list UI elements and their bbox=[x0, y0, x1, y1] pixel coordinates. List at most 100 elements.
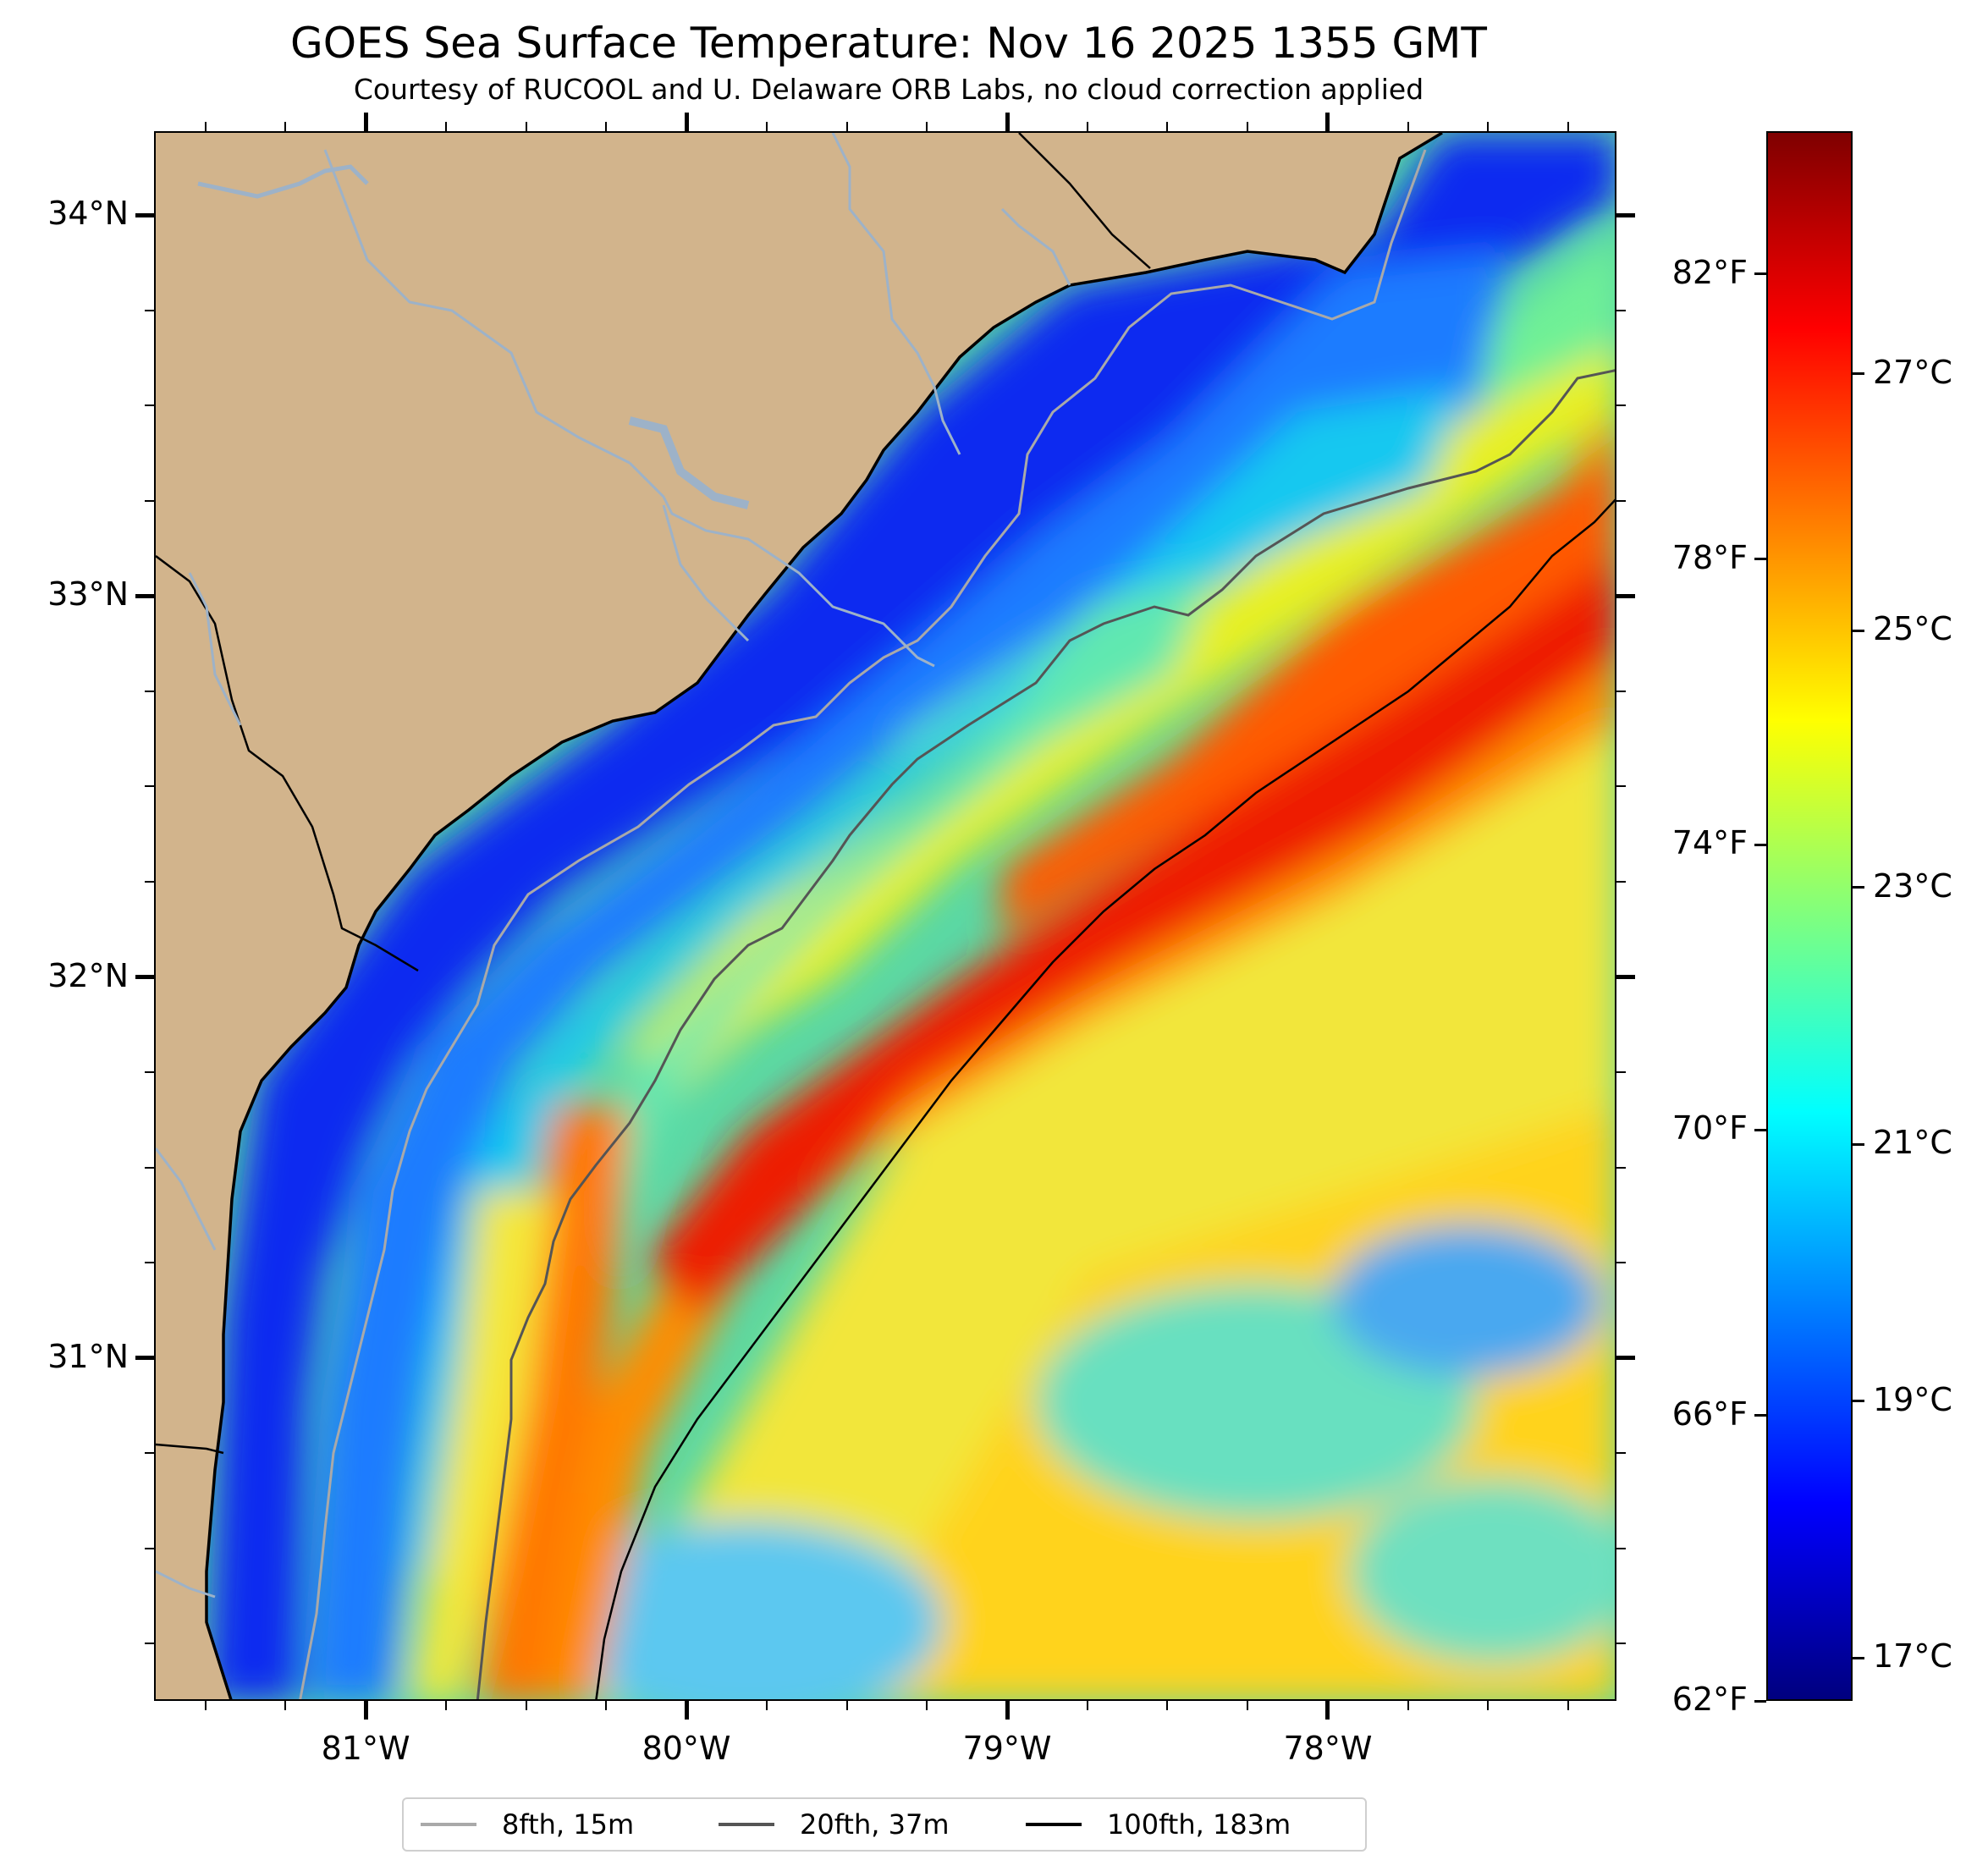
lon-minor-tick bbox=[444, 122, 447, 131]
lat-minor-tick bbox=[1616, 1452, 1626, 1455]
lon-minor-tick bbox=[765, 122, 768, 131]
lon-minor-tick bbox=[525, 1701, 527, 1710]
lat-minor-tick bbox=[145, 880, 154, 883]
lat-minor-tick bbox=[1616, 1166, 1626, 1169]
river bbox=[628, 461, 935, 668]
lat-minor-tick bbox=[145, 499, 154, 502]
chart-subtitle: Courtesy of RUCOOL and U. Delaware ORB L… bbox=[353, 73, 1424, 106]
lat-label: 32°N bbox=[47, 956, 129, 994]
legend-item-8fth: 8fth, 15m bbox=[421, 1799, 634, 1850]
lon-minor-tick bbox=[926, 1701, 928, 1710]
lon-major-tick bbox=[1005, 113, 1010, 131]
lat-minor-tick bbox=[1616, 1262, 1626, 1264]
river bbox=[323, 149, 631, 465]
isobath-legend: 8fth, 15m 20fth, 37m 100fth, 183m bbox=[402, 1797, 1367, 1852]
legend-swatch-100fth bbox=[1026, 1823, 1082, 1826]
lat-minor-tick bbox=[145, 1547, 154, 1549]
colorbar-c-tick bbox=[1853, 629, 1864, 632]
lat-major-tick bbox=[135, 593, 154, 598]
lat-minor-tick bbox=[1616, 690, 1626, 692]
colorbar-f-label: 74°F bbox=[1671, 824, 1748, 862]
colorbar-f-tick bbox=[1754, 1128, 1766, 1131]
lat-minor-tick bbox=[145, 1452, 154, 1455]
legend-item-20fth: 20fth, 37m bbox=[719, 1799, 949, 1850]
colorbar-f-tick bbox=[1754, 843, 1766, 846]
lon-minor-tick bbox=[284, 122, 287, 131]
lon-minor-tick bbox=[605, 1701, 608, 1710]
colorbar-f-tick bbox=[1754, 558, 1766, 561]
colorbar-f-tick bbox=[1754, 1414, 1766, 1417]
lat-label: 31°N bbox=[47, 1337, 129, 1375]
isobath-8fth bbox=[298, 149, 1427, 1699]
lat-minor-tick bbox=[145, 785, 154, 788]
lat-major-tick bbox=[1616, 212, 1635, 217]
lon-minor-tick bbox=[525, 122, 527, 131]
lat-minor-tick bbox=[145, 1166, 154, 1169]
lat-major-tick bbox=[135, 975, 154, 980]
colorbar-f-tick bbox=[1754, 272, 1766, 276]
river bbox=[197, 164, 369, 199]
legend-label-20fth: 20fth, 37m bbox=[800, 1808, 950, 1841]
lon-major-tick bbox=[363, 113, 368, 131]
lat-minor-tick bbox=[145, 1071, 154, 1074]
colorbar-c-tick bbox=[1853, 886, 1864, 889]
river bbox=[156, 1570, 216, 1599]
lat-minor-tick bbox=[1616, 1643, 1626, 1645]
colorbar-f-tick bbox=[1754, 1699, 1766, 1703]
sst-field bbox=[207, 133, 1615, 1699]
lon-minor-tick bbox=[1086, 1701, 1088, 1710]
lat-minor-tick bbox=[145, 309, 154, 311]
river bbox=[831, 133, 961, 455]
lat-major-tick bbox=[1616, 593, 1635, 598]
state-border-ga-fl bbox=[156, 1443, 224, 1455]
legend-label-8fth: 8fth, 15m bbox=[502, 1808, 635, 1841]
isobath-100fth bbox=[594, 496, 1615, 1699]
river bbox=[662, 504, 750, 642]
lon-minor-tick bbox=[845, 122, 848, 131]
lon-minor-tick bbox=[1247, 122, 1249, 131]
lat-minor-tick bbox=[145, 1262, 154, 1264]
lake bbox=[628, 416, 750, 509]
lat-major-tick bbox=[135, 212, 154, 217]
river bbox=[188, 572, 242, 726]
lon-major-tick bbox=[363, 1701, 368, 1720]
lon-minor-tick bbox=[1487, 1701, 1490, 1710]
lat-label: 33°N bbox=[47, 575, 129, 614]
lon-minor-tick bbox=[1407, 1701, 1409, 1710]
lon-minor-tick bbox=[1567, 122, 1570, 131]
colorbar-f-label: 62°F bbox=[1671, 1681, 1748, 1718]
colorbar-c-label: 19°C bbox=[1873, 1380, 1952, 1418]
lon-minor-tick bbox=[204, 122, 207, 131]
lat-minor-tick bbox=[1616, 880, 1626, 883]
colorbar-f-label: 66°F bbox=[1671, 1395, 1748, 1433]
lon-minor-tick bbox=[1247, 1701, 1249, 1710]
sst-map-svg bbox=[156, 133, 1615, 1699]
colorbar-c-tick bbox=[1853, 1142, 1864, 1146]
colorbar bbox=[1766, 131, 1853, 1701]
lon-label: 79°W bbox=[962, 1730, 1052, 1767]
river bbox=[156, 1147, 217, 1251]
colorbar-c-label: 23°C bbox=[1873, 867, 1952, 905]
sst-map bbox=[154, 131, 1616, 1701]
lat-minor-tick bbox=[1616, 404, 1626, 407]
lat-minor-tick bbox=[145, 404, 154, 407]
legend-swatch-20fth bbox=[719, 1823, 774, 1826]
lon-major-tick bbox=[684, 113, 689, 131]
lat-major-tick bbox=[1616, 975, 1635, 980]
lon-minor-tick bbox=[1166, 1701, 1169, 1710]
lon-minor-tick bbox=[204, 1701, 207, 1710]
colorbar-c-label: 21°C bbox=[1873, 1124, 1952, 1162]
isobath-20fth bbox=[476, 368, 1615, 1699]
colorbar-c-label: 17°C bbox=[1873, 1637, 1952, 1676]
colorbar-f-label: 78°F bbox=[1671, 538, 1748, 576]
lat-minor-tick bbox=[1616, 1547, 1626, 1549]
colorbar-f-label: 82°F bbox=[1671, 253, 1748, 291]
chart-title: GOES Sea Surface Temperature: Nov 16 202… bbox=[290, 19, 1487, 68]
lon-major-tick bbox=[1325, 1701, 1330, 1720]
legend-item-100fth: 100fth, 183m bbox=[1026, 1799, 1291, 1850]
colorbar-c-label: 25°C bbox=[1873, 610, 1952, 648]
lon-minor-tick bbox=[605, 122, 608, 131]
colorbar-c-tick bbox=[1853, 372, 1864, 376]
lat-minor-tick bbox=[1616, 785, 1626, 788]
lon-minor-tick bbox=[765, 1701, 768, 1710]
